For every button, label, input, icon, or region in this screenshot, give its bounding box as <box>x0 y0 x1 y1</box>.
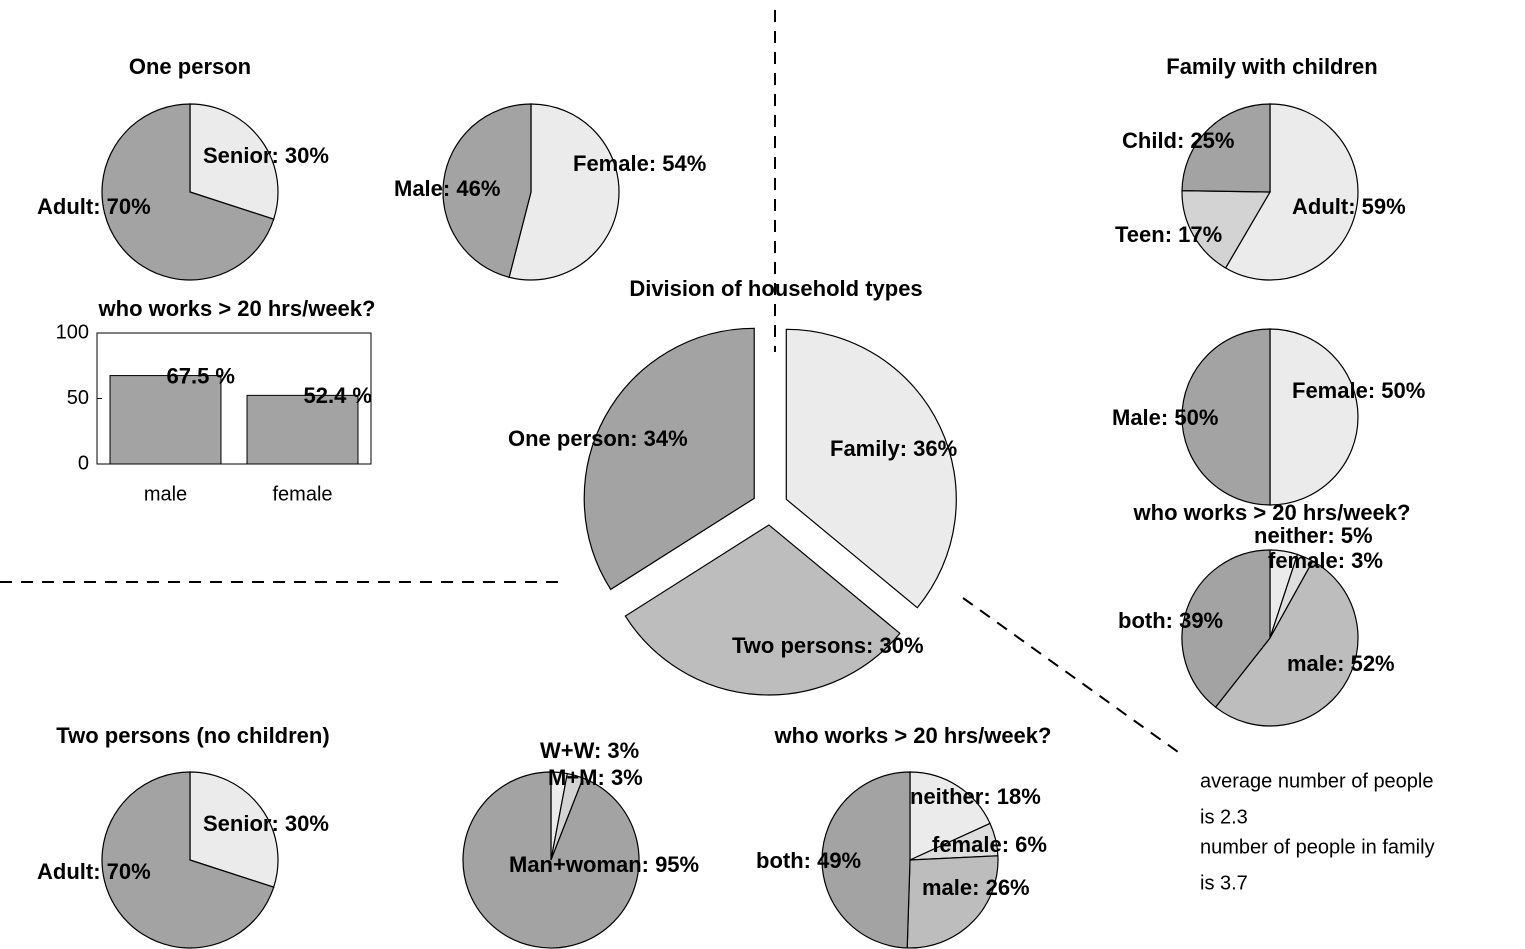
chart-title: Family with children <box>1166 54 1377 79</box>
pie-slice <box>909 771 991 861</box>
pie-slice <box>189 103 279 220</box>
axes-box <box>96 332 372 465</box>
y-tick-label: 100 <box>56 321 89 343</box>
pie-slice <box>1269 328 1359 506</box>
value-label: 52.4 % <box>304 383 373 408</box>
pie-slice <box>508 103 620 281</box>
annotation: is 2.3 <box>1200 806 1248 828</box>
slice-label: both: 49% <box>756 848 861 873</box>
slice-label: Adult: 70% <box>37 194 151 219</box>
pie-slice <box>906 855 999 949</box>
slice-label: Male: 50% <box>1112 405 1218 430</box>
y-tick-label: 0 <box>78 452 89 474</box>
value-label: 67.5 % <box>167 363 236 388</box>
annotation: is 3.7 <box>1200 872 1248 894</box>
pie-slice <box>1224 103 1359 281</box>
slice-label: Female: 50% <box>1292 378 1425 403</box>
pie-slice <box>1214 560 1359 727</box>
x-tick-label: female <box>272 483 332 505</box>
slice-label: male: 52% <box>1287 651 1395 676</box>
slice-label: Family: 36% <box>830 436 957 461</box>
slice-label: Child: 25% <box>1122 128 1234 153</box>
slice-label: female: 3% <box>1268 548 1383 573</box>
slice-label: neither: 18% <box>910 784 1041 809</box>
pie-slice <box>1181 549 1271 709</box>
slice-label: Female: 54% <box>573 151 706 176</box>
slice-label: M+M: 3% <box>548 765 643 790</box>
slice-label: Male: 46% <box>394 176 500 201</box>
slice-label: Adult: 59% <box>1292 194 1406 219</box>
slice-label: Senior: 30% <box>203 143 329 168</box>
chart-title: who works > 20 hrs/week? <box>774 723 1052 748</box>
y-tick-label: 50 <box>67 387 89 409</box>
slice-label: Teen: 17% <box>1115 222 1222 247</box>
chart-title: One person <box>129 54 251 79</box>
chart-title: Division of household types <box>629 276 922 301</box>
x-tick-label: male <box>144 483 187 505</box>
pie-slice <box>821 771 911 949</box>
annotation: average number of people <box>1200 770 1434 792</box>
chart-title: Two persons (no children) <box>56 723 329 748</box>
pie-slice <box>1181 328 1271 506</box>
slice-label: Man+woman: 95% <box>509 852 699 877</box>
chart-title: who works > 20 hrs/week? <box>98 296 376 321</box>
chart-title: who works > 20 hrs/week? <box>1133 500 1411 525</box>
slice-label: neither: 5% <box>1254 523 1373 548</box>
slice-label: both: 39% <box>1118 608 1223 633</box>
slice-label: male: 26% <box>922 875 1030 900</box>
bar <box>109 375 222 465</box>
pie-slice <box>462 771 640 949</box>
pie-slice <box>101 771 275 949</box>
annotation: number of people in family <box>1200 836 1435 858</box>
pie-slice <box>189 771 279 888</box>
slice-label: Senior: 30% <box>203 811 329 836</box>
slice-label: One person: 34% <box>508 426 688 451</box>
slice-label: female: 6% <box>932 832 1047 857</box>
pie-slice <box>1181 190 1272 269</box>
pie-slice <box>785 328 957 609</box>
pie-slice <box>1181 103 1271 193</box>
slice-label: W+W: 3% <box>540 738 639 763</box>
pie-slice <box>101 103 275 281</box>
bar <box>246 394 359 465</box>
divider <box>962 597 1179 753</box>
slice-label: Adult: 70% <box>37 859 151 884</box>
slice-label: Two persons: 30% <box>732 633 924 658</box>
pie-slice <box>442 103 532 278</box>
pie-slice <box>583 327 755 591</box>
pie-slice <box>624 524 901 696</box>
